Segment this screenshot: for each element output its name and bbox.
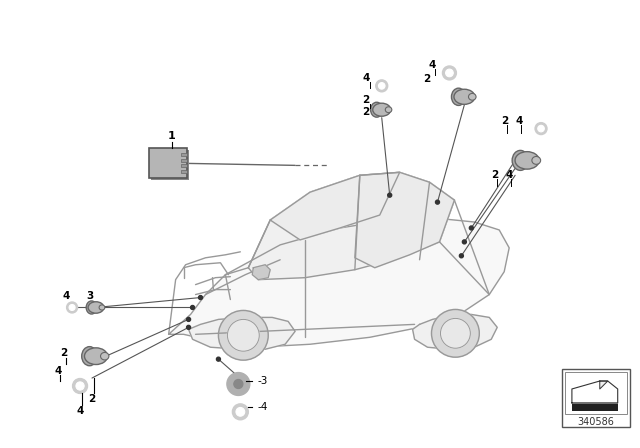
Circle shape xyxy=(445,69,453,77)
Text: 3: 3 xyxy=(86,291,93,301)
Bar xyxy=(562,369,630,427)
Circle shape xyxy=(72,379,88,393)
Text: 2: 2 xyxy=(502,116,509,125)
Bar xyxy=(565,372,627,414)
Polygon shape xyxy=(248,172,454,280)
Ellipse shape xyxy=(451,88,466,105)
Circle shape xyxy=(67,302,77,313)
Ellipse shape xyxy=(99,305,105,310)
Circle shape xyxy=(227,319,259,351)
Text: 2: 2 xyxy=(362,107,369,116)
Polygon shape xyxy=(572,381,618,403)
Text: 2: 2 xyxy=(362,95,369,105)
Bar xyxy=(180,170,187,173)
Circle shape xyxy=(535,123,547,134)
Bar xyxy=(180,154,187,156)
Circle shape xyxy=(469,226,474,230)
Text: 4: 4 xyxy=(76,406,84,416)
Ellipse shape xyxy=(512,151,529,170)
Circle shape xyxy=(460,254,463,258)
Circle shape xyxy=(431,310,479,357)
Polygon shape xyxy=(355,172,454,268)
Ellipse shape xyxy=(371,102,383,117)
Circle shape xyxy=(198,296,202,300)
Text: 2: 2 xyxy=(423,74,430,84)
Circle shape xyxy=(442,66,456,80)
Ellipse shape xyxy=(82,347,97,366)
Polygon shape xyxy=(189,318,295,349)
Ellipse shape xyxy=(86,301,97,314)
Circle shape xyxy=(388,193,392,197)
Polygon shape xyxy=(252,265,270,280)
Circle shape xyxy=(227,373,250,396)
Text: 1: 1 xyxy=(168,130,175,141)
Circle shape xyxy=(234,379,243,388)
Text: 4: 4 xyxy=(515,116,523,125)
Circle shape xyxy=(440,319,470,348)
Circle shape xyxy=(236,407,244,416)
Ellipse shape xyxy=(88,302,104,313)
Circle shape xyxy=(216,357,220,361)
Polygon shape xyxy=(413,314,497,349)
Text: 2: 2 xyxy=(88,394,95,404)
Ellipse shape xyxy=(532,156,541,164)
Ellipse shape xyxy=(100,353,109,360)
Ellipse shape xyxy=(515,152,539,169)
Circle shape xyxy=(191,306,195,310)
Circle shape xyxy=(76,382,84,390)
Circle shape xyxy=(187,325,191,329)
Text: -4: -4 xyxy=(257,402,268,412)
Ellipse shape xyxy=(385,107,392,112)
Circle shape xyxy=(187,318,191,321)
Circle shape xyxy=(435,200,440,204)
Ellipse shape xyxy=(454,89,475,104)
Bar xyxy=(180,159,187,162)
Circle shape xyxy=(218,310,268,360)
Text: 2: 2 xyxy=(61,348,68,358)
Polygon shape xyxy=(600,381,608,389)
Circle shape xyxy=(378,82,385,89)
Text: 4: 4 xyxy=(54,366,62,376)
Text: 4: 4 xyxy=(362,73,369,83)
Circle shape xyxy=(462,240,467,244)
Text: -3: -3 xyxy=(257,376,268,386)
Bar xyxy=(151,151,189,180)
Polygon shape xyxy=(270,172,399,240)
Ellipse shape xyxy=(84,348,108,365)
Ellipse shape xyxy=(468,93,476,100)
Bar xyxy=(572,403,618,411)
Text: 340586: 340586 xyxy=(577,417,614,427)
Circle shape xyxy=(69,305,75,310)
Text: 2: 2 xyxy=(492,170,499,180)
Circle shape xyxy=(538,125,545,132)
Circle shape xyxy=(232,404,248,420)
Ellipse shape xyxy=(372,103,390,116)
Text: 4: 4 xyxy=(506,170,513,180)
Text: 4: 4 xyxy=(429,60,436,70)
Text: 4: 4 xyxy=(63,291,70,301)
Bar xyxy=(148,148,187,178)
Polygon shape xyxy=(169,218,509,347)
Bar xyxy=(180,164,187,168)
Circle shape xyxy=(376,80,388,92)
